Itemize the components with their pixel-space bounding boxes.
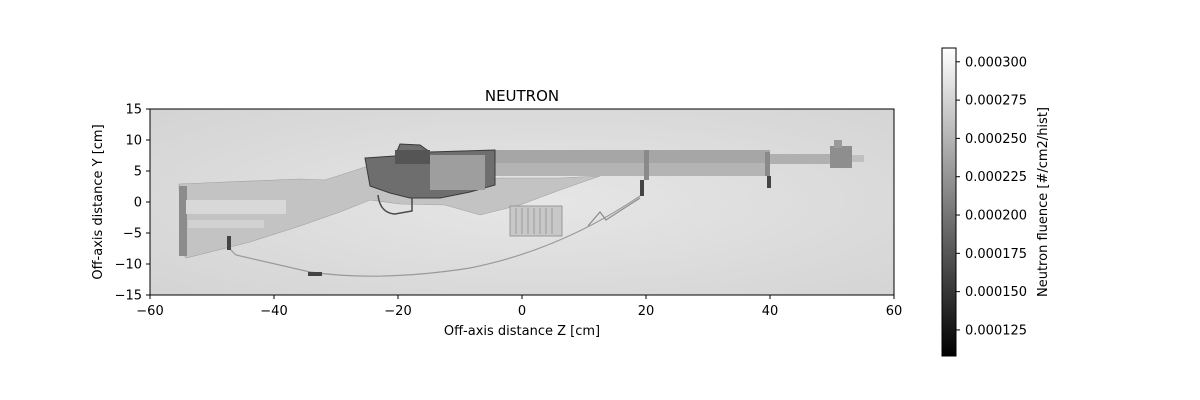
rifle-sling-front [587, 197, 641, 227]
rifle-stock [178, 164, 601, 259]
x-tick-label: 0 [518, 304, 526, 319]
x-tick-label: −60 [136, 304, 163, 319]
colorbar-ticks: 0.000125 0.000150 0.000175 0.000200 0.000225… [956, 55, 1027, 338]
colorbar-tick-label: 0.000200 [965, 209, 1027, 224]
y-tick-label: −10 [115, 258, 142, 273]
chart-title: NEUTRON [485, 87, 559, 105]
y-tick-label: −5 [123, 227, 142, 242]
y-axis: −15 −10 −5 0 5 10 15 [115, 103, 150, 304]
y-tick-label: −15 [115, 289, 142, 304]
x-tick-label: 60 [886, 304, 903, 319]
sling-swivel-front [640, 180, 644, 196]
y-tick-label: 5 [134, 165, 142, 180]
x-axis: −60 −40 −20 0 20 40 60 [136, 295, 902, 319]
y-tick-label: 0 [134, 196, 142, 211]
sling-swivel-band [767, 176, 771, 188]
colorbar [941, 47, 957, 357]
colorbar-tick-label: 0.000225 [965, 170, 1027, 185]
colorbar-tick-label: 0.000250 [965, 132, 1027, 147]
trigger-guard [377, 194, 413, 215]
receiver-well [430, 155, 485, 190]
x-tick-label: −40 [260, 304, 287, 319]
ammo-clip [509, 205, 563, 237]
rifle-band [644, 150, 649, 180]
y-tick-label: 15 [125, 103, 142, 118]
sling-swivel-rear [227, 236, 231, 250]
colorbar-tick-label: 0.000150 [965, 285, 1027, 300]
rifle-muzzle [830, 146, 852, 168]
colorbar-tick-label: 0.000275 [965, 94, 1027, 109]
colorbar-tick-label: 0.000300 [965, 55, 1027, 70]
colorbar-tick-label: 0.000175 [965, 247, 1027, 262]
heatmap-image [150, 109, 894, 295]
receiver-bolt [395, 150, 430, 164]
stock-butt-plate [179, 186, 187, 256]
rifle-front-sight [834, 140, 842, 148]
rifle-barrel [485, 163, 770, 176]
x-tick-label: 40 [762, 304, 779, 319]
rifle-band-rear [765, 152, 770, 176]
rifle-gas-cylinder [768, 154, 838, 164]
x-axis-label: Off-axis distance Z [cm] [444, 324, 600, 339]
colorbar-tick-label: 0.000125 [965, 323, 1027, 338]
y-tick-label: 10 [125, 134, 142, 149]
x-tick-label: −20 [384, 304, 411, 319]
sling-swivel-mid [308, 272, 322, 276]
stock-trap [186, 200, 286, 214]
colorbar-label: Neutron fluence [#/cm2/hist] [1036, 107, 1051, 297]
y-axis-label: Off-axis distance Y [cm] [91, 124, 106, 279]
x-tick-label: 20 [638, 304, 655, 319]
stock-trap-inner [188, 220, 264, 228]
rifle-barrel-tip [852, 155, 864, 162]
rifle-sling [228, 195, 641, 277]
rifle-handguard [485, 150, 770, 164]
clip-rounds [515, 208, 553, 234]
